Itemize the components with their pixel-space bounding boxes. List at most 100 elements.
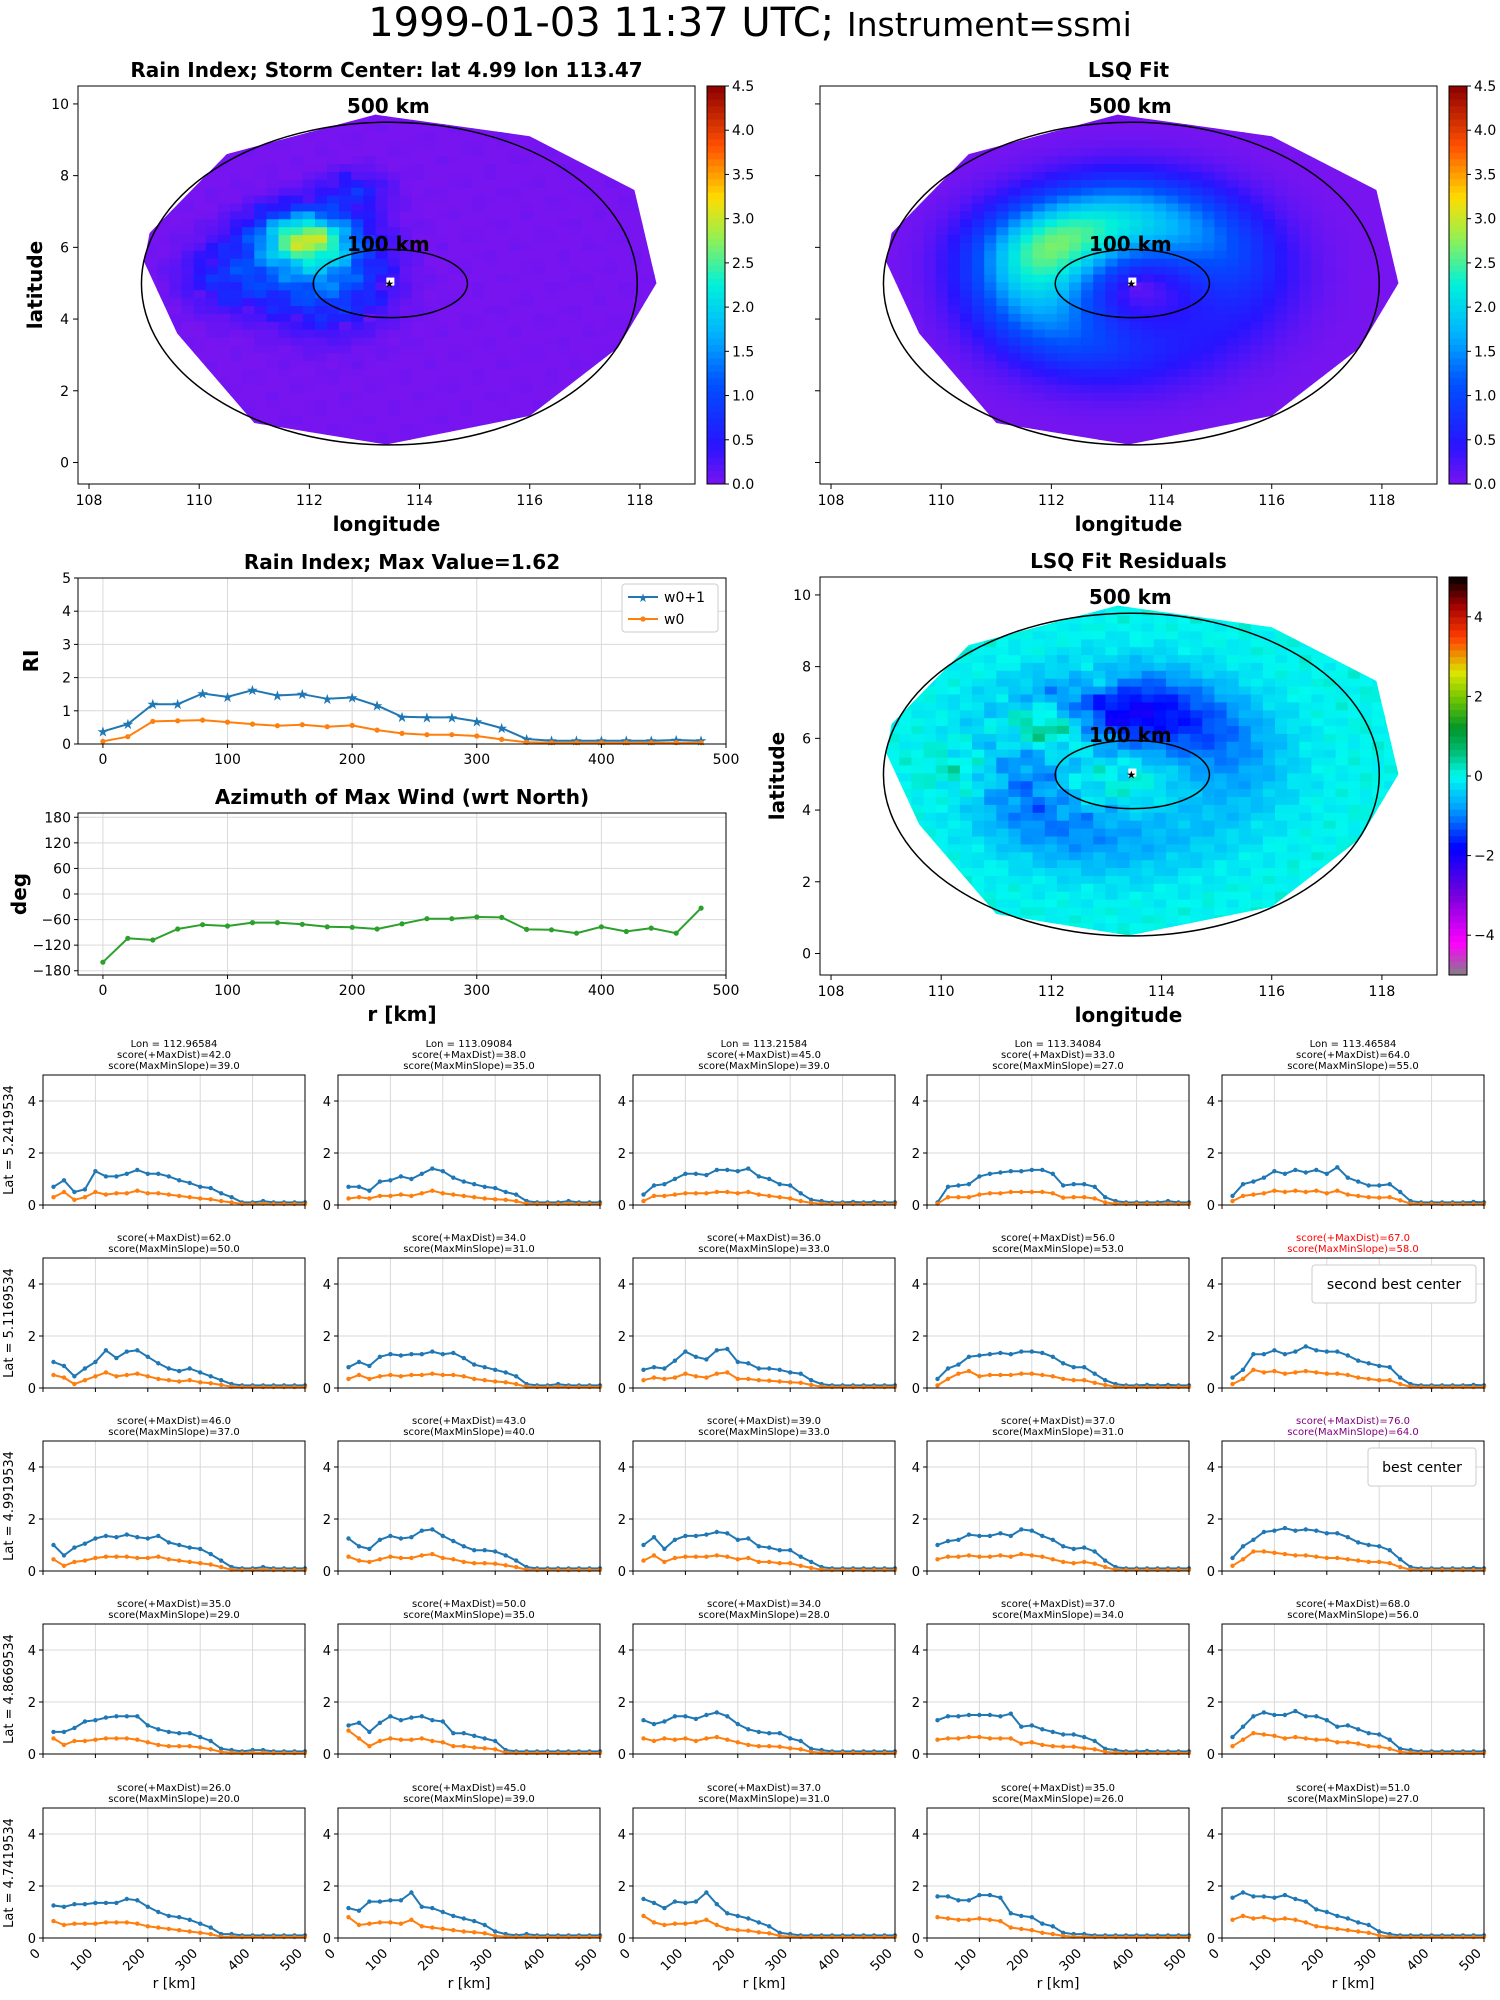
map-cell	[1262, 329, 1276, 338]
map-cell	[1178, 226, 1191, 236]
map-cell	[923, 163, 937, 172]
map-cell	[254, 447, 267, 456]
map-cell	[508, 124, 522, 133]
map-cell	[911, 321, 925, 330]
map-cell	[1153, 258, 1167, 267]
map-cell	[972, 678, 985, 687]
map-cell	[642, 114, 655, 117]
map-cell	[351, 297, 364, 306]
map-cell	[181, 408, 195, 417]
map-cell	[1008, 701, 1022, 711]
map-cell	[972, 305, 985, 314]
map-cell	[936, 591, 949, 600]
map-cell	[911, 615, 925, 624]
map-cell	[886, 202, 888, 212]
map-cell	[363, 352, 377, 362]
map-cell	[1408, 298, 1421, 307]
map-cell	[1226, 179, 1240, 188]
map-cell	[972, 638, 985, 648]
map-cell	[399, 384, 413, 393]
map-cell	[593, 423, 607, 433]
map-cell	[387, 139, 401, 149]
map-cell	[887, 384, 900, 393]
map-cell	[899, 124, 912, 133]
map-cell	[996, 654, 1009, 663]
map-cell	[887, 654, 900, 663]
map-cell	[1311, 250, 1325, 259]
map-cell	[1008, 717, 1022, 727]
map-cell	[1056, 891, 1070, 900]
map-cell	[1069, 313, 1082, 322]
map-cell	[1178, 329, 1191, 338]
map-cell	[1056, 749, 1070, 758]
map-cell	[314, 163, 328, 172]
map-cell	[887, 376, 900, 385]
map-cell	[242, 431, 255, 441]
map-cell	[1299, 226, 1312, 236]
map-cell	[1129, 131, 1143, 141]
map-cell	[1093, 116, 1106, 125]
map-cell	[387, 250, 401, 259]
map-cell	[617, 234, 631, 243]
map-cell	[217, 226, 231, 236]
map-cell	[545, 258, 558, 267]
map-cell	[1250, 400, 1264, 409]
map-cell	[642, 171, 655, 180]
map-cell	[520, 266, 534, 275]
map-cell	[218, 100, 231, 109]
map-cell	[254, 234, 267, 243]
map-cell	[508, 179, 522, 188]
map-cell	[593, 408, 607, 417]
map-cell	[436, 171, 449, 180]
map-cell	[1384, 116, 1397, 125]
map-cell	[984, 431, 997, 441]
map-cell	[157, 400, 170, 409]
map-cell	[1384, 179, 1397, 188]
map-cell	[339, 131, 352, 141]
map-cell	[496, 234, 510, 243]
map-cell	[972, 273, 985, 283]
map-cell	[1081, 218, 1094, 228]
map-cell	[314, 392, 328, 401]
map-cell	[959, 749, 973, 758]
map-cell	[169, 313, 183, 322]
map-cell	[887, 131, 900, 141]
colorbar-segment	[1449, 311, 1467, 319]
map-cell	[520, 226, 534, 236]
map-cell	[581, 116, 595, 125]
map-cell	[1141, 242, 1155, 251]
map-cell	[314, 337, 328, 346]
map-cell	[1190, 114, 1203, 117]
map-cell	[1408, 416, 1421, 425]
map-cell	[1250, 281, 1264, 291]
map-cell	[1311, 155, 1325, 165]
map-cell	[545, 163, 558, 172]
map-cell	[1299, 114, 1312, 117]
map-cell	[182, 100, 195, 109]
map-cell	[145, 218, 158, 228]
map-cell	[666, 392, 679, 401]
map-cell	[411, 423, 425, 433]
map-cell	[1044, 678, 1058, 687]
map-cell	[1214, 289, 1228, 299]
map-cell	[1020, 891, 1034, 900]
map-cell	[557, 408, 570, 417]
map-cell	[923, 899, 937, 908]
map-cell	[593, 415, 607, 425]
map-cell	[1129, 392, 1143, 401]
map-cell	[1299, 266, 1312, 275]
map-cell	[1275, 139, 1288, 149]
map-cell	[959, 615, 973, 624]
map-cell	[666, 148, 679, 157]
map-cell	[1396, 447, 1409, 456]
map-cell	[169, 266, 183, 275]
map-cell	[1153, 352, 1167, 362]
map-cell	[242, 305, 255, 314]
map-cell	[1347, 163, 1361, 172]
map-cell	[448, 415, 461, 425]
map-cell	[484, 368, 498, 377]
map-cell	[1275, 337, 1288, 346]
map-cell	[923, 400, 937, 409]
map-cell	[436, 360, 449, 370]
